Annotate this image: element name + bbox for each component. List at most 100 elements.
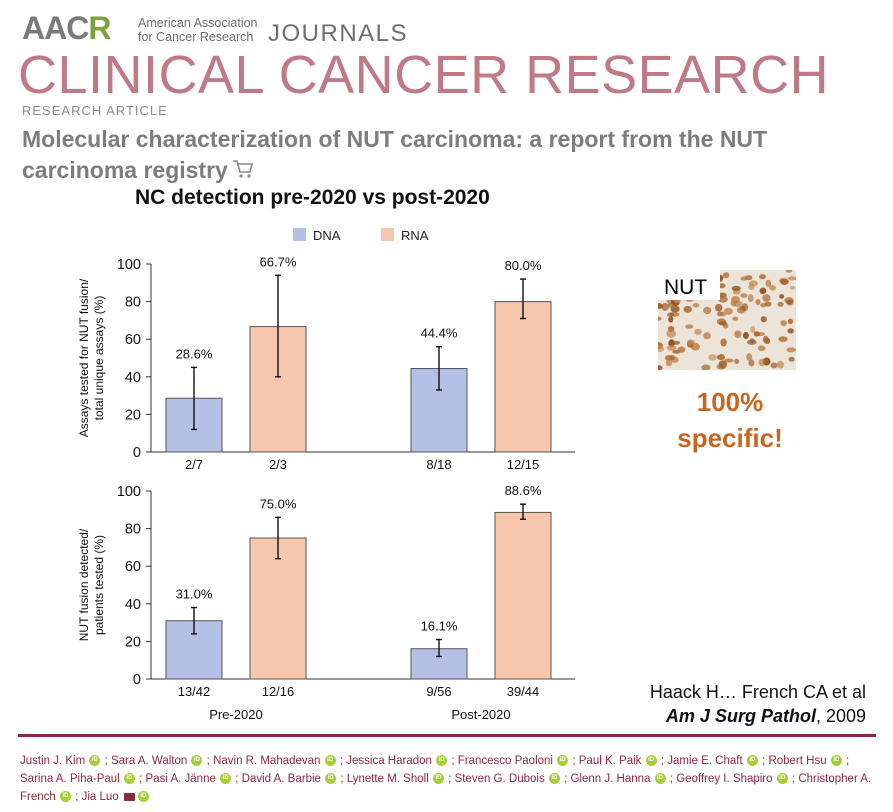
article-title[interactable]: Molecular characterization of NUT carcin… [22, 124, 882, 187]
bar-rna [494, 511, 552, 680]
stained-nucleus [760, 302, 767, 308]
stained-nucleus [723, 307, 733, 315]
stained-nucleus [687, 339, 696, 345]
stained-nucleus [762, 335, 769, 343]
y-axis-label: patients tested (%) [92, 535, 106, 635]
stained-nucleus [668, 354, 676, 361]
stained-nucleus [667, 312, 675, 317]
stained-nucleus [703, 306, 712, 315]
stained-nucleus [788, 356, 795, 362]
author-link[interactable]: Sarina A. Piha-Paul [20, 773, 120, 785]
author-link[interactable]: Jamie E. Chaft [667, 755, 743, 767]
stained-nucleus [732, 316, 739, 321]
cart-icon[interactable] [232, 156, 254, 187]
stained-nucleus [718, 283, 726, 289]
orcid-icon[interactable]: iD [325, 773, 337, 785]
stained-nucleus [666, 329, 677, 338]
stained-nucleus [787, 318, 793, 325]
orcid-icon[interactable]: iD [548, 773, 560, 785]
orcid-icon[interactable]: iD [830, 755, 842, 767]
y-axis-label: NUT fusion detected/ [77, 528, 91, 641]
orcid-icon[interactable]: iD [191, 755, 203, 767]
orcid-icon[interactable]: iD [654, 773, 666, 785]
count-label: 39/44 [507, 684, 540, 699]
stained-nucleus [750, 325, 756, 334]
y-tick-label: 60 [125, 332, 141, 348]
author-link[interactable]: Sara A. Walton [110, 755, 188, 767]
y-tick-label: 0 [133, 672, 141, 688]
count-label: 12/16 [262, 684, 295, 699]
specificity-callout: 100% specific! [640, 384, 820, 456]
stained-nucleus [731, 285, 741, 291]
data-label: 66.7% [260, 254, 297, 269]
orcid-icon[interactable]: iD [220, 773, 232, 785]
stained-nucleus [672, 349, 681, 354]
orcid-icon[interactable]: iD [746, 755, 758, 767]
stained-nucleus [787, 276, 797, 281]
y-tick-label: 20 [125, 407, 141, 423]
stained-nucleus [748, 359, 755, 367]
stained-nucleus [701, 364, 711, 371]
orcid-icon[interactable]: iD [123, 773, 135, 785]
orcid-icon[interactable]: iD [436, 755, 448, 767]
y-axis-label: total unique assays (%) [92, 296, 106, 421]
aacr-logo: AACR [22, 10, 111, 46]
group-label: Post-2020 [451, 707, 510, 722]
author-link[interactable]: David A. Barbie [241, 773, 321, 785]
orcid-icon[interactable]: iD [776, 773, 788, 785]
stained-nucleus [685, 324, 694, 329]
count-label: 13/42 [178, 684, 211, 699]
stained-nucleus [777, 301, 784, 307]
author-link[interactable]: Geoffrey I. Shapiro [676, 773, 773, 785]
y-tick-label: 100 [117, 484, 141, 500]
data-label: 75.0% [260, 496, 297, 511]
author-link[interactable]: Christopher A. French [20, 773, 872, 803]
author-link[interactable]: Robert Hsu [768, 755, 827, 767]
stained-nucleus [714, 303, 723, 312]
stained-nucleus [734, 330, 742, 338]
stained-nucleus [780, 278, 789, 285]
orcid-icon[interactable]: iD [432, 773, 444, 785]
stained-nucleus [778, 336, 788, 342]
stained-nucleus [784, 297, 794, 304]
author-link[interactable]: Justin J. Kim [20, 755, 86, 767]
stained-nucleus [723, 272, 730, 279]
stained-nucleus [720, 338, 727, 347]
reference-authors: Haack H… French CA et al [649, 682, 866, 702]
stained-nucleus [765, 279, 772, 288]
stained-nucleus [703, 332, 711, 340]
orcid-icon[interactable]: iD [137, 791, 149, 803]
orcid-icon[interactable]: iD [89, 755, 101, 767]
author-link[interactable]: Jessica Haradon [346, 755, 432, 767]
stained-nucleus [776, 360, 784, 369]
author-link[interactable]: Glenn J. Hanna [570, 773, 651, 785]
author-link[interactable]: Jia Luo [81, 791, 119, 803]
y-axis-label: Assays tested for NUT fusion/ [77, 278, 91, 437]
stained-nucleus [758, 358, 766, 367]
stained-nucleus [769, 285, 776, 291]
author-link[interactable]: Navin R. Mahadevan [213, 755, 321, 767]
orcid-icon[interactable]: iD [557, 755, 569, 767]
stained-nucleus [741, 303, 749, 311]
count-label: 2/3 [269, 457, 287, 472]
stained-nucleus [665, 358, 673, 367]
stained-nucleus [759, 287, 767, 295]
y-tick-label: 100 [117, 257, 141, 273]
author-link[interactable]: Lynette M. Sholl [346, 773, 429, 785]
stained-nucleus [762, 294, 771, 302]
author-link[interactable]: Francesco Paoloni [457, 755, 553, 767]
orcid-icon[interactable]: iD [645, 755, 657, 767]
nut-label: NUT [664, 276, 707, 299]
orcid-icon[interactable]: iD [324, 755, 336, 767]
stained-nucleus [718, 295, 728, 303]
orcid-icon[interactable]: iD [60, 791, 71, 803]
author-link[interactable]: Pasi A. Jänne [145, 773, 216, 785]
author-link[interactable]: Paul K. Paik [578, 755, 642, 767]
stained-nucleus [742, 331, 749, 340]
mail-icon[interactable] [123, 792, 135, 801]
stained-nucleus [734, 358, 740, 364]
author-link[interactable]: Steven G. Dubois [454, 773, 545, 785]
stained-nucleus [779, 294, 785, 299]
group-label: Pre-2020 [209, 707, 262, 722]
legend-label-rna: RNA [401, 228, 429, 243]
